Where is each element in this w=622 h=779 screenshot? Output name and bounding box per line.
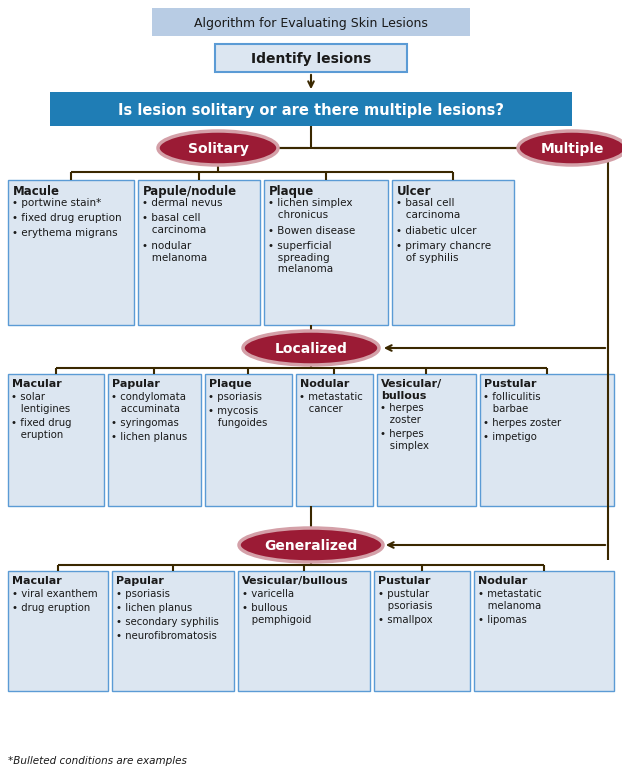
Text: • viral exanthem: • viral exanthem (12, 589, 98, 599)
Text: Solitary: Solitary (188, 142, 248, 156)
Text: • psoriasis: • psoriasis (116, 589, 170, 599)
Text: • lipomas: • lipomas (478, 615, 527, 625)
Bar (152, 8, 470, 36)
Text: • fixed drug eruption: • fixed drug eruption (12, 213, 122, 223)
Text: • varicella: • varicella (242, 589, 294, 599)
Text: • bullous
   pemphigoid: • bullous pemphigoid (242, 603, 312, 625)
Text: • folliculitis
   barbae: • folliculitis barbae (483, 392, 541, 414)
Text: • psoriasis: • psoriasis (208, 392, 262, 402)
Bar (392, 180, 514, 325)
Text: • basal cell
   carcinoma: • basal cell carcinoma (396, 198, 460, 220)
Text: • herpes
   zoster: • herpes zoster (380, 403, 424, 425)
Text: • primary chancre
   of syphilis: • primary chancre of syphilis (396, 241, 491, 263)
Text: • herpes zoster: • herpes zoster (483, 418, 561, 428)
Text: Plaque: Plaque (209, 379, 252, 389)
Bar (112, 571, 234, 691)
Text: • secondary syphilis: • secondary syphilis (116, 617, 219, 627)
Bar (8, 374, 104, 506)
Ellipse shape (518, 131, 622, 165)
Text: • Bowen disease: • Bowen disease (268, 226, 355, 236)
Text: • drug eruption: • drug eruption (12, 603, 90, 613)
Text: Macular: Macular (12, 576, 62, 586)
Text: Multiple: Multiple (541, 142, 604, 156)
Text: • mycosis
   fungoides: • mycosis fungoides (208, 406, 267, 428)
Text: • superficial
   spreading
   melanoma: • superficial spreading melanoma (268, 241, 333, 274)
Text: *Bulleted conditions are examples: *Bulleted conditions are examples (8, 756, 187, 766)
Text: Identify lesions: Identify lesions (251, 52, 371, 66)
Bar (138, 180, 260, 325)
Bar (296, 374, 373, 506)
Text: • portwine stain*: • portwine stain* (12, 198, 101, 208)
Text: • lichen planus: • lichen planus (111, 432, 187, 442)
Text: Vesicular/bullous: Vesicular/bullous (242, 576, 348, 586)
Bar (264, 180, 388, 325)
Text: • dermal nevus: • dermal nevus (142, 198, 223, 208)
Text: Algorithm for Evaluating Skin Lesions: Algorithm for Evaluating Skin Lesions (194, 16, 428, 30)
Text: • lichen planus: • lichen planus (116, 603, 192, 613)
Bar (238, 571, 370, 691)
Text: • neurofibromatosis: • neurofibromatosis (116, 631, 217, 641)
Bar (8, 571, 108, 691)
Bar (480, 374, 614, 506)
Text: Macule: Macule (13, 185, 60, 198)
Text: • condylomata
   accuminata: • condylomata accuminata (111, 392, 186, 414)
Text: • erythema migrans: • erythema migrans (12, 228, 118, 238)
Text: Papule/nodule: Papule/nodule (143, 185, 237, 198)
Ellipse shape (243, 331, 379, 365)
Text: • metastatic
   cancer: • metastatic cancer (299, 392, 363, 414)
Text: • syringomas: • syringomas (111, 418, 179, 428)
Text: • lichen simplex
   chronicus: • lichen simplex chronicus (268, 198, 353, 220)
Bar (50, 92, 572, 126)
Text: • diabetic ulcer: • diabetic ulcer (396, 226, 476, 236)
Text: Vesicular/
bullous: Vesicular/ bullous (381, 379, 442, 400)
Text: Localized: Localized (274, 342, 348, 356)
Bar (374, 571, 470, 691)
Text: Is lesion solitary or are there multiple lesions?: Is lesion solitary or are there multiple… (118, 103, 504, 118)
Ellipse shape (158, 131, 278, 165)
Text: Pustular: Pustular (484, 379, 537, 389)
Text: • impetigo: • impetigo (483, 432, 537, 442)
Bar (474, 571, 614, 691)
Bar (215, 44, 407, 72)
Text: Ulcer: Ulcer (397, 185, 432, 198)
Text: Papular: Papular (112, 379, 160, 389)
Ellipse shape (239, 528, 383, 562)
Bar (377, 374, 476, 506)
Text: • metastatic
   melanoma: • metastatic melanoma (478, 589, 542, 611)
Text: • herpes
   simplex: • herpes simplex (380, 429, 429, 450)
Text: Plaque: Plaque (269, 185, 314, 198)
Bar (8, 180, 134, 325)
Text: • pustular
   psoriasis: • pustular psoriasis (378, 589, 432, 611)
Text: • solar
   lentigines: • solar lentigines (11, 392, 70, 414)
Text: Nodular: Nodular (300, 379, 350, 389)
Text: • smallpox: • smallpox (378, 615, 433, 625)
Text: Generalized: Generalized (264, 539, 358, 553)
Text: • basal cell
   carcinoma: • basal cell carcinoma (142, 213, 207, 234)
Bar (205, 374, 292, 506)
Text: Nodular: Nodular (478, 576, 527, 586)
Text: Pustular: Pustular (378, 576, 430, 586)
Bar (108, 374, 201, 506)
Text: Macular: Macular (12, 379, 62, 389)
Text: • fixed drug
   eruption: • fixed drug eruption (11, 418, 72, 439)
Text: • nodular
   melanoma: • nodular melanoma (142, 241, 207, 263)
Text: Papular: Papular (116, 576, 164, 586)
